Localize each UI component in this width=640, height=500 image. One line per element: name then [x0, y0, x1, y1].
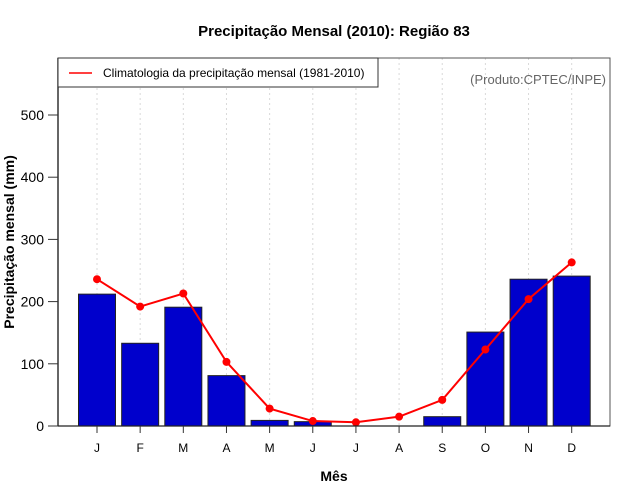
y-tick-label: 200 [21, 294, 45, 310]
legend-box [57, 57, 379, 88]
bar-d-12 [552, 275, 591, 427]
climatology-polyline [96, 261, 573, 424]
y-axis-ticks: 0 100 200 300 400 500 [21, 107, 58, 434]
climatology-point-5 [265, 404, 274, 413]
climatology-point-3 [179, 289, 188, 298]
climatology-point-8 [395, 412, 404, 421]
bar-s-9 [423, 416, 462, 427]
x-axis-label: Mês [320, 468, 347, 484]
x-tick-label: D [567, 441, 576, 455]
bar-m-5 [250, 419, 289, 427]
climatology-point-6 [308, 417, 317, 426]
bar-j-1 [78, 293, 116, 427]
bar-m-3 [164, 306, 203, 427]
y-axis-label: Precipitação mensal (mm) [1, 155, 17, 329]
chart-title: Precipitação Mensal (2010): Região 83 [198, 23, 470, 40]
x-tick-label: A [395, 441, 403, 455]
climatology-line [93, 258, 576, 427]
x-tick-label: O [481, 441, 490, 455]
y-tick-label: 400 [21, 169, 45, 185]
y-tick-label: 100 [21, 356, 45, 372]
climatology-point-9 [438, 395, 447, 404]
y-tick-label: 300 [21, 231, 45, 247]
bar-a-4 [207, 375, 246, 427]
x-tick-label: M [265, 441, 275, 455]
bar-f-2 [121, 342, 160, 427]
legend: Climatologia da precipitação mensal (198… [57, 57, 379, 88]
x-tick-label: J [310, 441, 316, 455]
x-tick-label: M [178, 441, 188, 455]
x-tick-label: S [438, 441, 446, 455]
climatology-point-11 [524, 295, 533, 304]
climatology-point-2 [136, 302, 145, 311]
climatology-point-7 [351, 418, 360, 427]
climatology-point-12 [567, 258, 576, 267]
product-credit: (Produto:CPTEC/INPE) [470, 72, 606, 87]
x-tick-label: N [524, 441, 533, 455]
climatology-point-1 [93, 275, 101, 284]
bars-2010 [78, 275, 591, 427]
x-tick-label: A [222, 441, 230, 455]
x-tick-label: J [353, 441, 359, 455]
x-tick-label: F [136, 441, 143, 455]
x-tick-label: J [94, 441, 100, 455]
climatology-point-4 [222, 357, 231, 366]
climatology-point-10 [481, 345, 490, 354]
bar-n-11 [509, 278, 548, 427]
y-tick-label: 0 [36, 418, 44, 434]
y-tick-label: 500 [21, 107, 45, 123]
legend-entry-climatology: Climatologia da precipitação mensal (198… [103, 66, 364, 80]
